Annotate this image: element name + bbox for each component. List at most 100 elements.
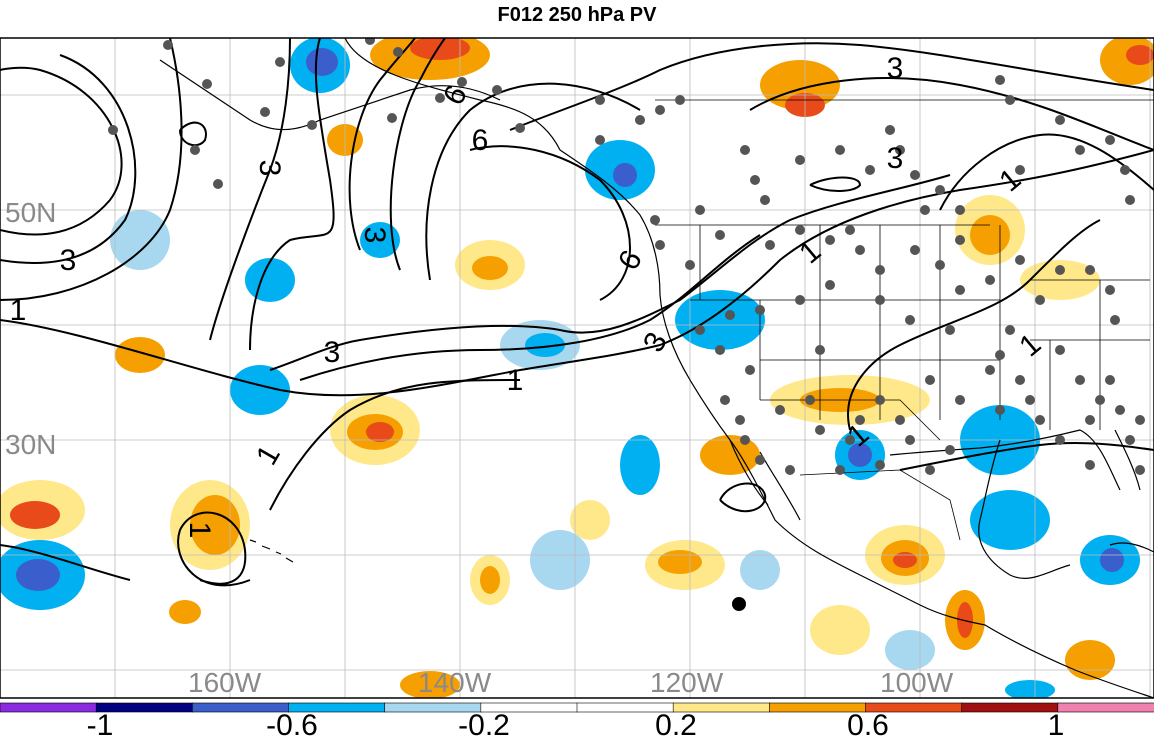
- station-dot: [740, 145, 750, 155]
- station-dot: [1015, 165, 1025, 175]
- hawaii-islands: [249, 539, 294, 563]
- station-dot: [1105, 375, 1115, 385]
- anomaly-shading: [400, 671, 460, 698]
- station-dot: [985, 275, 995, 285]
- station-dot: [190, 145, 200, 155]
- station-dot: [750, 175, 760, 185]
- station-dot: [785, 465, 795, 475]
- station-dot: [995, 75, 1005, 85]
- station-dot: [955, 395, 965, 405]
- station-dot: [865, 165, 875, 175]
- station-dot: [735, 415, 745, 425]
- station-dot: [202, 79, 212, 89]
- station-dot: [595, 135, 605, 145]
- anomaly-shading: [740, 550, 780, 590]
- contour-label: 3: [253, 160, 286, 177]
- station-dot: [1135, 465, 1145, 475]
- anomaly-shading: [525, 333, 565, 357]
- station-dot: [1055, 345, 1065, 355]
- station-dot: [365, 38, 375, 45]
- contour-label: 1: [183, 522, 216, 539]
- station-dot: [1005, 325, 1015, 335]
- station-dot: [1110, 315, 1120, 325]
- florida: [1114, 429, 1141, 491]
- station-dot: [925, 465, 935, 475]
- station-dot: [393, 47, 403, 57]
- colorbar-label-neg1: -1: [87, 709, 114, 739]
- station-dot: [695, 325, 705, 335]
- anomaly-shading: [410, 38, 470, 60]
- station-dot: [935, 260, 945, 270]
- lat-label-50n: 50N: [5, 197, 56, 228]
- station-dot: [875, 460, 885, 470]
- station-dot: [855, 415, 865, 425]
- station-dot: [715, 345, 725, 355]
- gulf-coast: [889, 429, 1121, 491]
- station-dot: [895, 145, 905, 155]
- anomaly-shading: [306, 48, 338, 76]
- station-dot: [1095, 395, 1105, 405]
- station-dot: [1085, 265, 1095, 275]
- station-dot: [795, 225, 805, 235]
- lat-label-30n: 30N: [5, 429, 56, 460]
- contour-label: 3: [60, 244, 77, 277]
- lon-label-100w: 100W: [880, 667, 954, 698]
- anomaly-shading: [658, 550, 702, 574]
- station-dot: [775, 405, 785, 415]
- station-dot: [835, 465, 845, 475]
- anomaly-shading: [245, 258, 295, 302]
- lon-label-140w: 140W: [418, 667, 492, 698]
- colorbar-label-neg02: -0.2: [458, 709, 510, 739]
- station-dot: [435, 93, 445, 103]
- anomaly-shading: [230, 365, 290, 415]
- station-dot: [685, 260, 695, 270]
- anomaly-shading: [570, 500, 610, 540]
- station-dot: [925, 375, 935, 385]
- station-dot: [655, 105, 665, 115]
- station-dot: [595, 95, 605, 105]
- pv-contours: [0, 38, 1154, 587]
- station-dot: [825, 280, 835, 290]
- station-dot: [985, 365, 995, 375]
- station-dot: [1015, 255, 1025, 265]
- anomaly-shading: [1100, 548, 1124, 572]
- anomaly-shading: [115, 337, 165, 373]
- station-dot: [1105, 135, 1115, 145]
- lon-label-160w: 160W: [188, 667, 262, 698]
- station-dot: [1055, 115, 1065, 125]
- anomaly-shading: [970, 215, 1010, 255]
- colorbar-labels: -1 -0.6 -0.2 0.2 0.6 1: [87, 709, 1065, 739]
- colorbar-label-06: 0.6: [847, 709, 889, 739]
- colorbar: [0, 702, 1154, 713]
- station-dot: [755, 305, 765, 315]
- anomaly-shading: [110, 210, 170, 270]
- station-dot: [815, 425, 825, 435]
- station-dot: [1005, 95, 1015, 105]
- colorbar-swatch: [0, 702, 97, 713]
- station-dot: [955, 205, 965, 215]
- colorbar-swatch: [1057, 702, 1154, 713]
- station-dot: [740, 435, 750, 445]
- station-dot: [655, 240, 665, 250]
- station-dot: [755, 455, 765, 465]
- north-america-west-coast: [344, 38, 1154, 698]
- station-dot: [760, 195, 770, 205]
- station-dot: [695, 205, 705, 215]
- station-dot: [1115, 405, 1125, 415]
- station-dot: [875, 395, 885, 405]
- station-dot: [875, 265, 885, 275]
- station-dot: [795, 295, 805, 305]
- colorbar-label-1: 1: [1048, 709, 1065, 739]
- station-dot: [955, 285, 965, 295]
- location-marker: [732, 597, 746, 611]
- station-dot: [307, 120, 317, 130]
- anomaly-shading: [472, 256, 508, 280]
- station-dot: [1075, 145, 1085, 155]
- anomaly-shading: [810, 605, 870, 655]
- station-dot: [492, 85, 502, 95]
- station-dot: [1105, 285, 1115, 295]
- station-dot: [1035, 415, 1045, 425]
- anomaly-shading: [190, 495, 240, 555]
- station-dot: [515, 123, 525, 133]
- map-background: [0, 38, 1154, 698]
